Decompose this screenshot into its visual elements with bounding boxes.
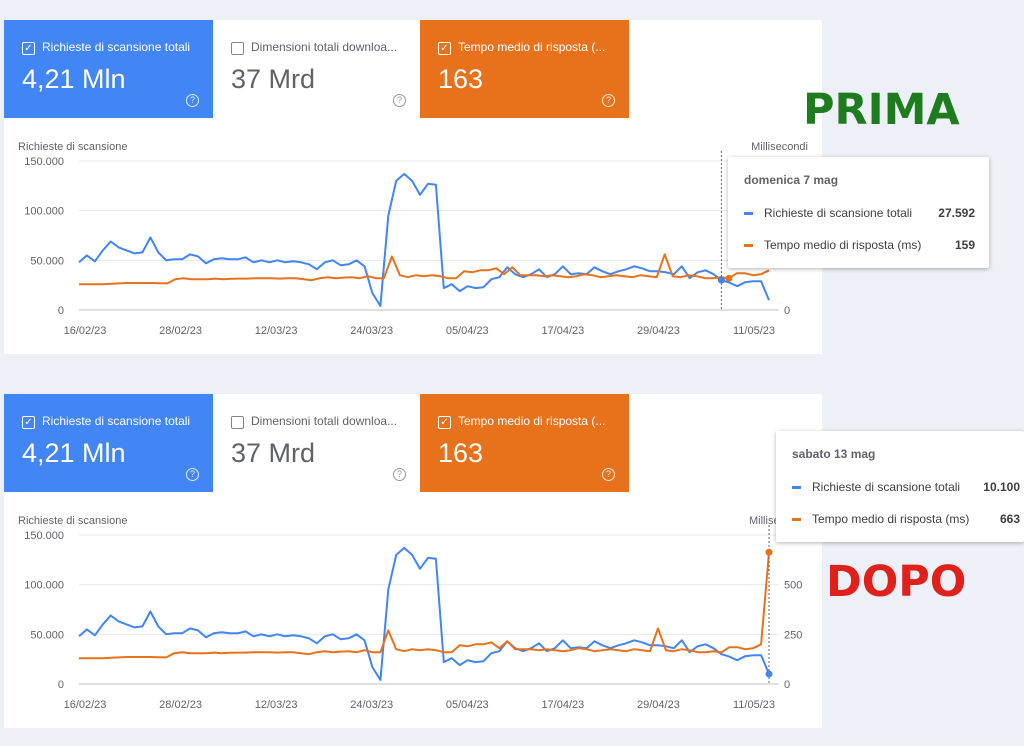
x-tick-label: 17/04/23 xyxy=(541,699,584,711)
metric-card-value: 4,21 Mln xyxy=(22,438,126,468)
y-left-tick-label: 0 xyxy=(58,679,64,691)
metric-card-response-time[interactable]: ✓ Tempo medio di risposta (... 163 ? xyxy=(420,20,629,118)
help-circle-icon[interactable]: ? xyxy=(186,468,199,481)
before-label: PRIMA xyxy=(803,85,960,135)
series-swatch xyxy=(792,518,801,521)
series-line-response-time[interactable] xyxy=(79,552,770,660)
y-left-tick-label: 50.000 xyxy=(30,629,64,641)
tooltip-row-response: Tempo medio di risposta (ms) 159 xyxy=(744,237,975,253)
y-right-tick-label: 500 xyxy=(784,580,802,592)
x-tick-label: 24/03/23 xyxy=(350,325,393,337)
series-line-requests[interactable] xyxy=(78,546,770,681)
hover-tooltip: sabato 13 mag Richieste di scansione tot… xyxy=(776,431,1024,542)
y-left-tick-label: 100.000 xyxy=(24,580,64,592)
help-circle-icon[interactable]: ? xyxy=(393,94,406,107)
left-axis-title: Richieste di scansione xyxy=(18,515,127,527)
checkbox-icon[interactable]: ✓ xyxy=(438,42,451,55)
tooltip-row-requests: Richieste di scansione totali 27.592 xyxy=(744,205,975,221)
y-left-tick-label: 150.000 xyxy=(24,530,64,542)
tooltip-row-label: Richieste di scansione totali xyxy=(764,206,913,220)
x-tick-label: 17/04/23 xyxy=(541,325,584,337)
hover-point-requests xyxy=(717,276,725,284)
x-tick-label: 28/02/23 xyxy=(159,699,202,711)
x-tick-label: 05/04/23 xyxy=(446,325,489,337)
x-tick-label: 11/05/23 xyxy=(733,325,775,337)
tooltip-date: domenica 7 mag xyxy=(744,173,839,187)
metric-card-response-time[interactable]: ✓ Tempo medio di risposta (... 163 ? xyxy=(420,394,629,492)
checkbox-icon[interactable]: ✓ xyxy=(22,42,35,55)
tooltip-row-value: 159 xyxy=(954,238,975,252)
metric-card-label: Richieste di scansione totali xyxy=(42,414,191,428)
metric-card-requests[interactable]: ✓ Richieste di scansione totali 4,21 Mln… xyxy=(4,394,213,492)
left-axis-title: Richieste di scansione xyxy=(18,141,127,153)
metric-card-download-size[interactable]: Dimensioni totali downloa... 37 Mrd ? xyxy=(213,20,420,118)
checkbox-icon[interactable] xyxy=(231,416,244,429)
help-circle-icon[interactable]: ? xyxy=(602,94,615,107)
series-line-response-time[interactable] xyxy=(79,253,770,286)
help-circle-icon[interactable]: ? xyxy=(186,94,199,107)
metric-card-download-size[interactable]: Dimensioni totali downloa... 37 Mrd ? xyxy=(213,394,420,492)
y-left-tick-label: 50.000 xyxy=(30,255,64,267)
series-swatch xyxy=(744,244,753,247)
chart-panel-after: ✓ Richieste di scansione totali 4,21 Mln… xyxy=(4,394,822,728)
tooltip-row-value: 663 xyxy=(999,512,1020,526)
y-left-tick-label: 150.000 xyxy=(24,156,64,168)
x-tick-label: 24/03/23 xyxy=(350,699,393,711)
y-right-tick-label: 250 xyxy=(784,629,802,641)
y-left-tick-label: 0 xyxy=(58,305,64,317)
help-circle-icon[interactable]: ? xyxy=(602,468,615,481)
metric-card-value: 163 xyxy=(438,438,484,468)
tooltip-row-label: Tempo medio di risposta (ms) xyxy=(812,512,970,526)
tooltip-row-value: 10.100 xyxy=(983,480,1020,494)
metric-card-label: Tempo medio di risposta (... xyxy=(458,40,606,54)
tooltip-date: sabato 13 mag xyxy=(792,447,876,461)
help-circle-icon[interactable]: ? xyxy=(393,468,406,481)
tooltip-row-label: Richieste di scansione totali xyxy=(812,480,961,494)
hover-point-response-time xyxy=(725,274,733,282)
tooltip-row-value: 27.592 xyxy=(938,206,975,220)
series-swatch xyxy=(792,486,801,489)
x-tick-label: 16/02/23 xyxy=(64,325,107,337)
x-tick-label: 16/02/23 xyxy=(64,699,107,711)
metric-card-value: 163 xyxy=(438,64,484,94)
line-chart[interactable]: Richieste di scansione Millisecondi 150.… xyxy=(4,492,822,728)
metric-card-requests[interactable]: ✓ Richieste di scansione totali 4,21 Mln… xyxy=(4,20,213,118)
hover-point-response-time xyxy=(765,548,773,556)
x-tick-label: 12/03/23 xyxy=(255,699,298,711)
checkbox-icon[interactable] xyxy=(231,42,244,55)
y-right-tick-label: 0 xyxy=(784,305,790,317)
x-tick-label: 29/04/23 xyxy=(637,325,680,337)
line-chart[interactable]: Richieste di scansione Millisecondi 150.… xyxy=(4,118,822,354)
x-tick-label: 05/04/23 xyxy=(446,699,489,711)
metric-card-label: Richieste di scansione totali xyxy=(42,40,191,54)
metric-card-label: Tempo medio di risposta (... xyxy=(458,414,606,428)
metric-card-value: 4,21 Mln xyxy=(22,64,126,94)
series-line-requests[interactable] xyxy=(78,172,770,307)
metric-card-label: Dimensioni totali downloa... xyxy=(251,414,398,428)
metric-card-value: 37 Mrd xyxy=(231,438,316,468)
tooltip-row-label: Tempo medio di risposta (ms) xyxy=(764,238,922,252)
checkbox-icon[interactable]: ✓ xyxy=(22,416,35,429)
series-swatch xyxy=(744,212,753,215)
after-label: DOPO xyxy=(826,557,967,607)
x-tick-label: 12/03/23 xyxy=(255,325,298,337)
checkbox-icon[interactable]: ✓ xyxy=(438,416,451,429)
tooltip-row-response: Tempo medio di risposta (ms) 663 xyxy=(792,511,1020,527)
hover-point-requests xyxy=(765,670,773,678)
tooltip-row-requests: Richieste di scansione totali 10.100 xyxy=(792,479,1020,495)
metric-card-value: 37 Mrd xyxy=(231,64,316,94)
y-right-tick-label: 0 xyxy=(784,679,790,691)
y-left-tick-label: 100.000 xyxy=(24,206,64,218)
x-tick-label: 11/05/23 xyxy=(733,699,775,711)
x-tick-label: 29/04/23 xyxy=(637,699,680,711)
chart-panel-before: ✓ Richieste di scansione totali 4,21 Mln… xyxy=(4,20,822,354)
hover-tooltip: domenica 7 mag Richieste di scansione to… xyxy=(728,157,989,268)
x-tick-label: 28/02/23 xyxy=(159,325,202,337)
right-axis-title: Millisecondi xyxy=(751,141,808,153)
metric-card-label: Dimensioni totali downloa... xyxy=(251,40,398,54)
